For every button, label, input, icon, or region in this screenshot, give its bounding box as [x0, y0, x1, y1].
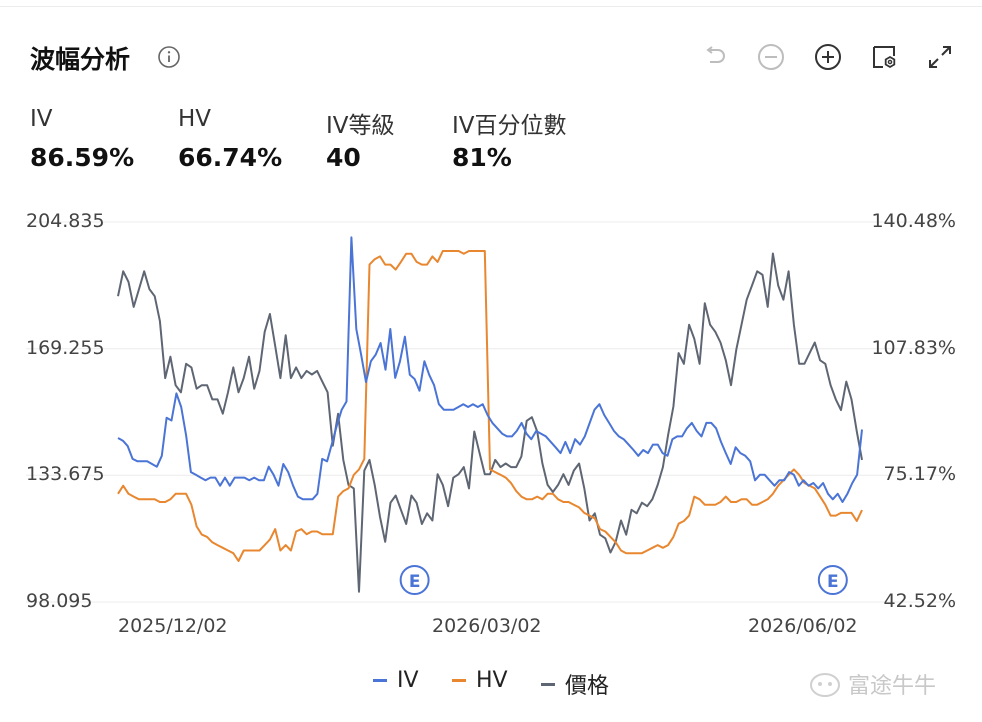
legend-swatch-hv: [452, 679, 466, 682]
event-marker-circle: [399, 565, 430, 595]
page-title: 波幅分析: [30, 45, 131, 74]
right-axis-tick: 140.48%: [871, 210, 956, 232]
metric-iv-value: 86.59%: [30, 143, 135, 172]
left-axis-tick: 169.255: [26, 337, 105, 359]
settings-icon[interactable]: [869, 42, 899, 72]
earnings-event-marker[interactable]: E: [399, 565, 430, 595]
legend-swatch-iv: [373, 679, 387, 682]
watermark-text: 富途牛牛: [848, 674, 937, 699]
info-icon[interactable]: [157, 45, 181, 69]
metric-hv-value: 66.74%: [178, 143, 283, 172]
top-divider: [0, 6, 982, 7]
legend-swatch-price: [541, 682, 555, 686]
left-axis-tick: 204.835: [26, 210, 105, 232]
undo-icon[interactable]: [700, 42, 730, 72]
chart-legend: IV HV 價格: [0, 668, 982, 700]
right-axis-tick: 107.83%: [871, 337, 956, 359]
legend-label-iv: IV: [397, 668, 419, 693]
metric-iv-rank-value: 40: [326, 143, 361, 172]
left-axis-tick: 98.095: [26, 590, 93, 612]
series-line-hv: [117, 250, 863, 562]
right-axis-tick: 75.17%: [883, 463, 956, 485]
event-marker-circle: [817, 565, 848, 595]
metric-iv-label: IV: [30, 106, 53, 132]
fullscreen-icon[interactable]: [925, 42, 955, 72]
left-axis-tick: 133.675: [26, 463, 105, 485]
metric-hv-label: HV: [178, 106, 212, 132]
x-axis-tick: 2026/03/02: [432, 615, 542, 637]
futu-logo-icon: [810, 673, 840, 697]
legend-label-price: 價格: [565, 674, 610, 699]
x-axis-tick: 2025/12/02: [118, 615, 228, 637]
metric-iv-rank-label: IV等級: [326, 113, 395, 139]
right-axis-tick: 42.52%: [883, 590, 956, 612]
zoom-in-icon[interactable]: [813, 42, 843, 72]
series-line-price: [117, 252, 863, 593]
event-marker-label: E: [409, 572, 421, 592]
legend-label-hv: HV: [476, 668, 508, 693]
series-line-iv: [117, 236, 863, 503]
metric-iv-percentile-label: IV百分位數: [452, 113, 567, 139]
zoom-out-icon[interactable]: [756, 42, 786, 72]
earnings-event-marker[interactable]: E: [817, 565, 848, 595]
watermark: 富途牛牛: [808, 668, 936, 700]
legend-item-price[interactable]: 價格: [541, 668, 609, 700]
legend-item-hv[interactable]: HV: [452, 668, 508, 693]
event-marker-label: E: [827, 572, 839, 592]
metric-iv-percentile-value: 81%: [452, 143, 512, 172]
x-axis-tick: 2026/06/02: [748, 615, 858, 637]
legend-item-iv[interactable]: IV: [373, 668, 419, 693]
